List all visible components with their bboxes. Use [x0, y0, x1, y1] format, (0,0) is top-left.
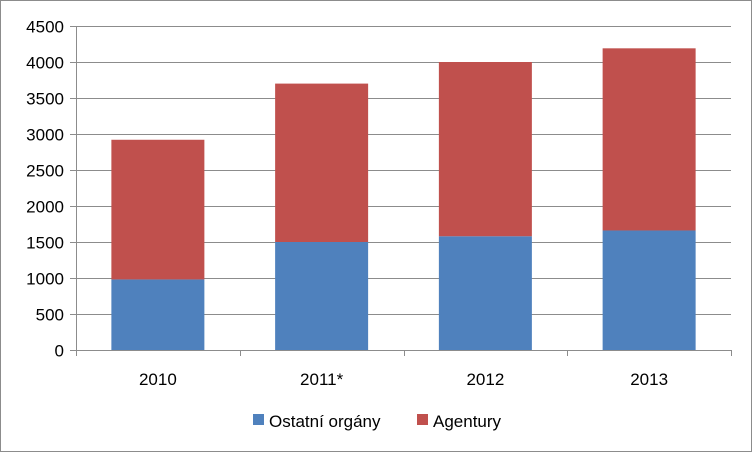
y-tick-label: 0	[55, 342, 64, 361]
bar-ostatni-organy-2	[438, 236, 532, 350]
legend-label-1: Agentury	[433, 412, 502, 431]
x-tick-label: 2011*	[300, 370, 344, 389]
bar-agentury-0	[111, 139, 205, 280]
y-tick-label: 4500	[26, 18, 64, 37]
legend-swatch-0	[253, 414, 264, 425]
bar-agentury-2	[438, 62, 532, 237]
y-tick-label: 4000	[26, 54, 64, 73]
y-tick-label: 3000	[26, 126, 64, 145]
bar-ostatni-organy-3	[602, 230, 696, 350]
x-tick-label: 2012	[466, 370, 504, 389]
y-tick-label: 3500	[26, 90, 64, 109]
legend-label-0: Ostatní orgány	[269, 412, 381, 431]
x-tick-label: 2010	[139, 370, 177, 389]
y-tick-label: 2000	[26, 198, 64, 217]
bar-ostatni-organy-1	[275, 242, 369, 350]
y-tick-label: 2500	[26, 162, 64, 181]
y-tick-label: 1500	[26, 234, 64, 253]
bar-ostatni-organy-0	[111, 279, 205, 350]
y-tick-label: 500	[36, 306, 64, 325]
bar-agentury-1	[275, 83, 369, 242]
x-tick-label: 2013	[630, 370, 668, 389]
bar-agentury-3	[602, 48, 696, 231]
y-tick-label: 1000	[26, 270, 64, 289]
legend-swatch-1	[417, 414, 428, 425]
